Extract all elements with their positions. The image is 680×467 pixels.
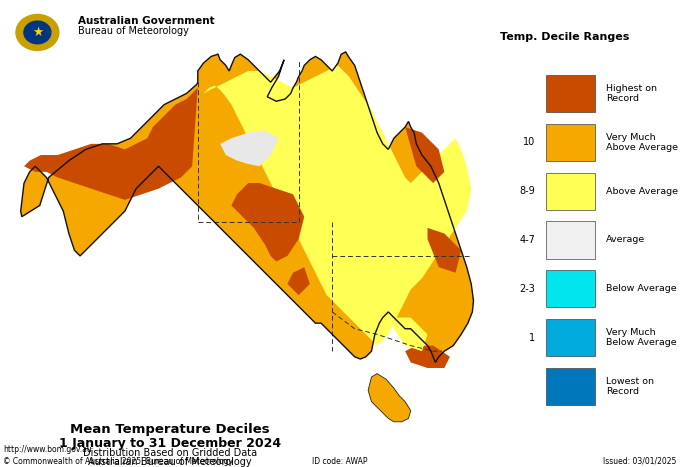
Text: Bureau of Meteorology: Bureau of Meteorology bbox=[78, 26, 189, 35]
Circle shape bbox=[16, 14, 58, 50]
Text: Australian Bureau of Meteorology: Australian Bureau of Meteorology bbox=[88, 457, 252, 467]
Bar bbox=[546, 368, 596, 405]
Text: 1: 1 bbox=[529, 333, 535, 342]
Text: © Commonwealth of Australia 2025, Bureau of Meteorology: © Commonwealth of Australia 2025, Bureau… bbox=[3, 457, 233, 466]
Text: http://www.bom.gov.au: http://www.bom.gov.au bbox=[3, 445, 92, 454]
Text: Very Much
Below Average: Very Much Below Average bbox=[606, 328, 677, 347]
Bar bbox=[546, 221, 596, 259]
Polygon shape bbox=[20, 52, 473, 362]
Polygon shape bbox=[203, 65, 471, 346]
Text: Mean Temperature Deciles: Mean Temperature Deciles bbox=[70, 423, 270, 436]
Bar bbox=[546, 173, 596, 210]
Bar bbox=[546, 75, 596, 113]
Bar bbox=[546, 270, 596, 307]
Polygon shape bbox=[288, 267, 310, 295]
Text: Average: Average bbox=[606, 235, 645, 245]
Text: Below Average: Below Average bbox=[606, 284, 677, 293]
Bar bbox=[546, 124, 596, 161]
Polygon shape bbox=[220, 130, 279, 166]
Text: 4-7: 4-7 bbox=[520, 235, 535, 245]
Polygon shape bbox=[394, 318, 428, 351]
Text: 1 January to 31 December 2024: 1 January to 31 December 2024 bbox=[59, 437, 281, 450]
Text: Above Average: Above Average bbox=[606, 187, 678, 196]
Text: Lowest on
Record: Lowest on Record bbox=[606, 376, 654, 396]
Polygon shape bbox=[24, 88, 198, 200]
Text: 10: 10 bbox=[523, 137, 535, 148]
Text: ID code: AWAP: ID code: AWAP bbox=[312, 457, 368, 466]
Text: Distribution Based on Gridded Data: Distribution Based on Gridded Data bbox=[83, 448, 257, 458]
Text: Highest on
Record: Highest on Record bbox=[606, 84, 657, 103]
Text: 8-9: 8-9 bbox=[520, 186, 535, 196]
Polygon shape bbox=[388, 183, 405, 205]
Text: Australian Government: Australian Government bbox=[78, 16, 215, 26]
Polygon shape bbox=[231, 183, 304, 262]
Text: ★: ★ bbox=[32, 26, 43, 39]
Polygon shape bbox=[428, 228, 461, 273]
Text: Temp. Decile Ranges: Temp. Decile Ranges bbox=[500, 32, 629, 42]
Text: 2-3: 2-3 bbox=[520, 284, 535, 294]
Bar bbox=[546, 319, 596, 356]
Polygon shape bbox=[405, 127, 444, 183]
Text: Very Much
Above Average: Very Much Above Average bbox=[606, 133, 678, 152]
Polygon shape bbox=[405, 346, 450, 368]
Circle shape bbox=[24, 21, 51, 44]
Text: Issued: 03/01/2025: Issued: 03/01/2025 bbox=[603, 457, 677, 466]
Polygon shape bbox=[368, 374, 411, 422]
